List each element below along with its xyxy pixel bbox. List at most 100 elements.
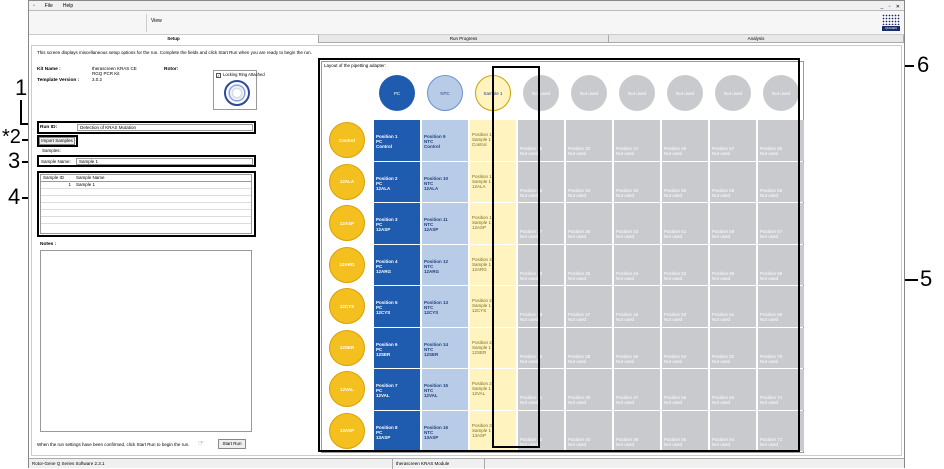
unused-position: Position 69	[760, 312, 783, 317]
adapter-column-circle: Not used	[523, 75, 559, 111]
unused-position: Position 31	[520, 395, 543, 400]
unused-label: Not used	[568, 151, 587, 156]
tab-analysis[interactable]: Analysis	[609, 35, 904, 43]
unused-cell: Position 31 Not used	[518, 369, 564, 410]
unused-label: Not used	[616, 234, 635, 239]
menu-help[interactable]: Help	[62, 3, 74, 9]
run-id-input[interactable]: Detection of KRAS Mutation	[77, 124, 253, 131]
sample-position: Position 17	[472, 132, 495, 137]
table-row[interactable]: 1 Sample 1	[41, 182, 251, 189]
sample-assay: Control	[472, 142, 487, 147]
sample-label: Sample 1	[472, 178, 492, 184]
unused-cell: Position 53 Not used	[662, 286, 708, 327]
pc-assay: 12ALA	[376, 185, 391, 191]
unused-cell: Position 40 Not used	[566, 410, 612, 451]
import-samples-button[interactable]: Import Samples	[39, 137, 75, 145]
unused-position: Position 47	[616, 395, 639, 400]
unused-cell: Position 51 Not used	[662, 203, 708, 244]
unused-cell: Position 43 Not used	[614, 203, 660, 244]
sample-position: Position 22	[472, 339, 495, 345]
unused-label: Not used	[568, 192, 587, 198]
ntc-cell: Position 10 NTC 12ALA	[422, 161, 468, 202]
ntc-position: Position 15	[424, 383, 449, 388]
pc-label: PC	[376, 222, 383, 227]
unused-position: Position 45	[616, 312, 639, 317]
adapter-row-circle: 12ASP	[329, 205, 365, 241]
pc-label: PC	[376, 429, 383, 435]
unused-position: Position 52	[664, 270, 687, 276]
table-row-empty[interactable]	[41, 210, 251, 217]
unused-cell: Position 49 Not used	[662, 120, 708, 161]
pc-cell: Position 8 PC 13ASP	[374, 410, 420, 451]
ntc-position: Position 16	[424, 424, 449, 430]
unused-cell: Position 65 Not used	[758, 120, 804, 161]
unused-position: Position 40	[568, 436, 591, 442]
unused-position: Position 48	[616, 436, 639, 442]
template-version-value: 3.0.2	[92, 77, 103, 82]
sample-label: Sample 1	[472, 220, 492, 225]
sample-label: Sample 1	[472, 386, 492, 391]
unused-label: Not used	[712, 234, 731, 239]
highlight-run-id	[37, 121, 256, 134]
ntc-label: NTC	[424, 346, 434, 352]
callout-1: 1	[15, 75, 28, 100]
sample-label: Sample 1	[472, 344, 492, 350]
highlight-sample-name	[37, 155, 256, 167]
unused-label: Not used	[712, 317, 731, 322]
unused-cell: Position 35 Not used	[566, 203, 612, 244]
unused-position: Position 57	[712, 146, 735, 151]
sample-assay: 12VAL	[472, 391, 486, 396]
pc-assay: 12ARG	[376, 268, 392, 274]
unused-position: Position 59	[712, 229, 735, 234]
table-row-empty[interactable]	[41, 196, 251, 203]
ntc-assay: 12ARG	[424, 268, 440, 274]
ntc-label: NTC	[424, 263, 434, 269]
tab-run-progress[interactable]: Run Progress	[319, 35, 609, 43]
sample-position: Position 24	[472, 422, 495, 428]
unused-label: Not used	[616, 317, 635, 322]
adapter-column-circle: Not used	[619, 75, 655, 111]
unused-cell: Position 42 Not used	[614, 161, 660, 202]
adapter-row-circle: 12SER	[329, 329, 365, 366]
unused-cell: Position 68 Not used	[758, 244, 804, 285]
unused-label: Not used	[664, 441, 683, 447]
unused-label: Not used	[664, 317, 683, 322]
highlight-adapter	[318, 58, 800, 452]
unused-label: Not used	[712, 275, 731, 281]
unused-position: Position 63	[712, 395, 735, 400]
unused-cell: Position 58 Not used	[710, 161, 756, 202]
unused-cell: Position 41 Not used	[614, 120, 660, 161]
unused-position: Position 72	[760, 436, 783, 442]
notes-label: Notes :	[40, 242, 57, 247]
unused-label: Not used	[760, 192, 779, 198]
sample-position: Position 21	[472, 298, 495, 303]
unused-cell: Position 64 Not used	[710, 410, 756, 451]
unused-label: Not used	[568, 275, 587, 281]
grid-cell-name[interactable]: Sample 1	[76, 182, 96, 187]
sample-assay: 12CYS	[472, 308, 487, 313]
ntc-cell: Position 16 NTC 13ASP	[422, 410, 468, 451]
table-row-empty[interactable]	[41, 203, 251, 210]
window-controls[interactable]: _ ▫ ✕	[880, 4, 902, 10]
notes-textarea[interactable]	[40, 250, 252, 432]
unused-cell: Position 63 Not used	[710, 369, 756, 410]
unused-position: Position 44	[616, 270, 639, 276]
sample-name-input[interactable]: Sample 1	[76, 158, 253, 165]
table-row-empty[interactable]	[41, 217, 251, 224]
unused-position: Position 67	[760, 229, 783, 234]
status-software: Rotor-Gene Q Series Software 2.3.1	[29, 459, 393, 469]
unused-position: Position 41	[616, 146, 639, 151]
start-run-button[interactable]: Start Run	[218, 439, 246, 449]
sample-label: Sample 1	[472, 261, 492, 267]
view-label[interactable]: View	[151, 18, 162, 24]
unused-label: Not used	[616, 192, 635, 198]
menu-file[interactable]: File	[44, 3, 53, 9]
pc-assay: 12VAL	[376, 393, 390, 398]
unused-cell: Position 62 Not used	[710, 327, 756, 368]
tab-setup[interactable]: Setup	[29, 35, 319, 43]
unused-label: Not used	[520, 441, 539, 447]
locking-ring-checkbox[interactable]: ✓	[216, 73, 221, 78]
samples-grid[interactable]: Sample ID Sample Name 1 Sample 1	[40, 174, 252, 234]
table-row-empty[interactable]	[41, 189, 251, 196]
pc-cell: Position 4 PC 12ARG	[374, 244, 420, 285]
